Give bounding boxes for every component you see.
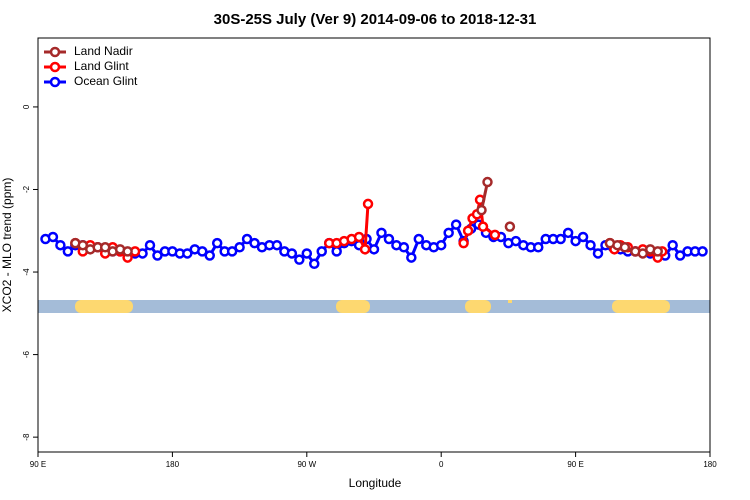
data-point <box>383 233 395 245</box>
data-point <box>619 242 631 253</box>
data-point <box>652 246 663 257</box>
data-point <box>294 254 305 265</box>
data-point <box>489 229 501 241</box>
ocean-band <box>38 300 710 313</box>
data-point <box>577 231 589 243</box>
data-point <box>637 248 649 259</box>
x-tick-label: 90 E <box>567 460 583 469</box>
data-point <box>359 244 371 255</box>
land-band <box>508 300 512 303</box>
land-band <box>336 300 370 313</box>
data-point <box>443 227 454 239</box>
data-point <box>55 239 66 251</box>
data-point <box>504 221 516 232</box>
data-point <box>435 239 447 251</box>
data-point <box>241 233 253 245</box>
chart-title: 30S-25S July (Ver 9) 2014-09-06 to 2018-… <box>214 11 537 28</box>
land-band <box>612 300 670 313</box>
data-point <box>510 235 522 247</box>
data-point <box>413 233 425 245</box>
legend-marker <box>49 76 61 88</box>
data-point <box>458 237 469 249</box>
data-point <box>667 239 678 251</box>
data-point <box>309 258 320 270</box>
y-tick-label: -2 <box>22 185 31 193</box>
data-point <box>144 239 156 251</box>
data-point <box>62 246 74 257</box>
x-tick-label: 180 <box>166 460 180 469</box>
data-point <box>122 246 133 257</box>
y-tick-label: -6 <box>22 350 31 358</box>
data-point <box>249 237 260 249</box>
data-point <box>450 219 462 230</box>
legend-marker <box>49 61 61 73</box>
data-point <box>482 176 493 188</box>
data-point <box>592 248 604 259</box>
data-point <box>477 221 489 232</box>
data-point <box>152 250 163 261</box>
data-point <box>376 227 387 239</box>
data-point <box>234 242 245 253</box>
data-point <box>353 231 365 243</box>
land-band <box>465 300 491 313</box>
x-tick-label: 90 E <box>30 460 46 469</box>
data-point <box>570 235 581 247</box>
land-mask <box>38 300 710 313</box>
y-tick-label: -4 <box>22 268 31 276</box>
data-point <box>286 248 298 259</box>
legend-marker <box>49 46 61 58</box>
y-tick-label: 0 <box>22 104 31 109</box>
series <box>70 176 663 259</box>
y-tick-label: -8 <box>22 433 31 441</box>
data-point <box>47 231 59 243</box>
legend-label: Ocean Glint <box>74 74 138 88</box>
x-tick-label: 90 W <box>297 460 316 469</box>
data-point <box>301 248 313 259</box>
data-point <box>331 246 342 257</box>
data-point <box>406 252 417 263</box>
data-point <box>182 248 193 259</box>
data-point <box>368 244 380 255</box>
data-point <box>362 198 374 210</box>
data-point <box>555 233 566 245</box>
data-point <box>226 246 238 257</box>
data-point <box>398 242 410 253</box>
legend-label: Land Nadir <box>74 44 133 58</box>
data-point <box>697 246 708 257</box>
data-point <box>77 239 89 251</box>
data-point <box>271 239 283 251</box>
x-tick-label: 180 <box>703 460 717 469</box>
data-point <box>585 239 596 251</box>
legend-label: Land Glint <box>74 59 129 73</box>
data-point <box>674 250 686 261</box>
land-band <box>75 300 133 313</box>
data-point <box>476 204 487 216</box>
data-point <box>197 246 208 257</box>
x-axis-label: Longitude <box>349 476 402 490</box>
plot-frame <box>37 37 711 453</box>
data-point <box>462 225 474 237</box>
data-point <box>99 242 111 253</box>
data-point <box>204 250 215 261</box>
data-point <box>533 242 544 253</box>
x-tick-label: 0 <box>439 460 444 469</box>
data-point <box>316 246 327 257</box>
y-axis-label: XCO2 - MLO trend (ppm) <box>0 178 14 313</box>
data-point <box>211 237 223 249</box>
data-point <box>562 227 574 239</box>
